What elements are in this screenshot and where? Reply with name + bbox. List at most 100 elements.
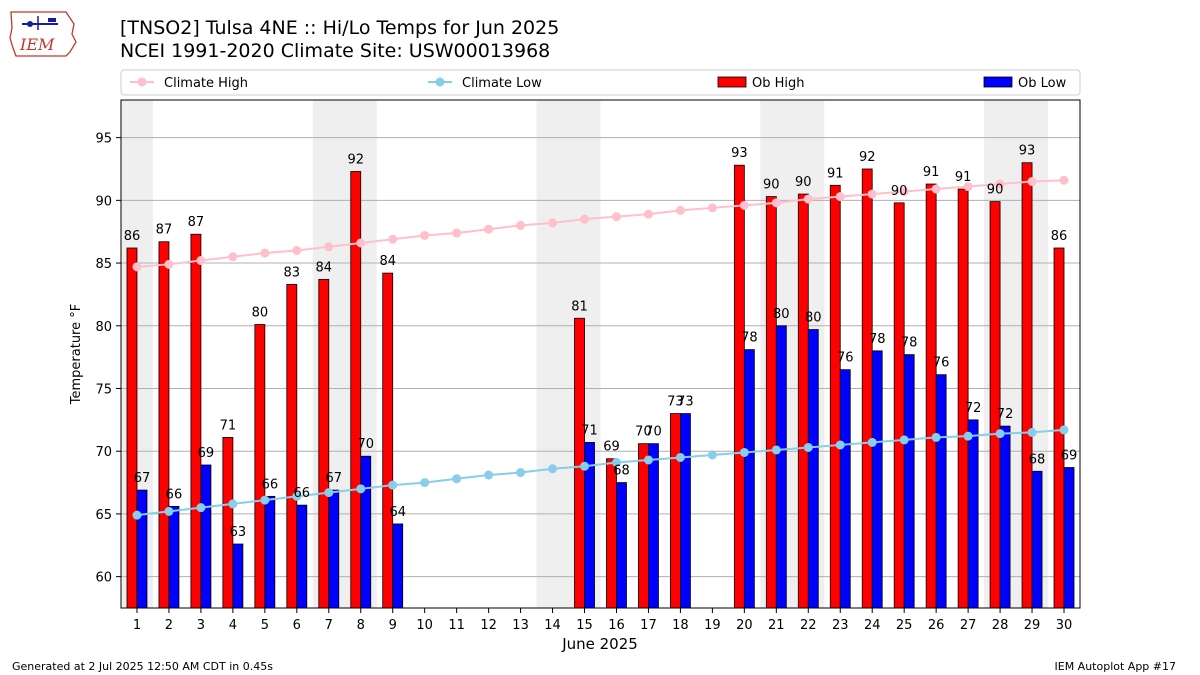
ob-low-label-2: 66 (166, 487, 183, 502)
ob-low-label-25: 78 (901, 336, 918, 351)
climate-low-point-1 (132, 510, 142, 520)
ob-high-label-2: 87 (156, 223, 173, 238)
ob-low-bar-18 (680, 413, 691, 609)
climate-low-point-13 (516, 468, 526, 478)
climate-high-point-21 (771, 198, 781, 208)
x-axis-title: June 2025 (561, 635, 638, 653)
chart-subtitle: NCEI 1991-2020 Climate Site: USW00013968 (120, 40, 551, 62)
climate-high-point-27 (963, 182, 973, 192)
climate-high-point-12 (484, 224, 494, 234)
climate-low-point-5 (260, 495, 270, 505)
legend-marker-climate-high (137, 77, 147, 87)
ob-low-label-7: 67 (326, 471, 343, 486)
legend-label-climate-high: Climate High (164, 76, 248, 91)
climate-high-point-22 (803, 194, 813, 204)
climate-low-point-4 (228, 499, 238, 509)
y-tick-label-60: 60 (95, 571, 112, 586)
climate-low-point-12 (484, 470, 494, 480)
climate-high-point-25 (899, 187, 909, 197)
ob-low-label-20: 78 (741, 331, 758, 346)
ob-high-label-20: 93 (731, 146, 748, 161)
bars (126, 162, 1075, 609)
climate-high-point-17 (643, 209, 653, 219)
legend: Climate High Climate Low Ob High Ob Low (120, 69, 1081, 96)
climate-high-point-7 (324, 242, 334, 252)
climate-low-point-3 (196, 503, 206, 513)
climate-low-point-22 (803, 442, 813, 452)
x-tick-label-22: 22 (800, 618, 817, 633)
climate-lines (132, 175, 1069, 520)
climate-high-point-29 (1027, 177, 1037, 187)
x-tick-label-26: 26 (928, 618, 945, 633)
y-tick-label-90: 90 (95, 194, 112, 209)
ob-high-label-7: 84 (316, 260, 333, 275)
x-tick-label-29: 29 (1024, 618, 1041, 633)
ob-low-label-28: 72 (997, 407, 1014, 422)
x-tick-label-23: 23 (832, 618, 849, 633)
ob-high-label-5: 80 (252, 306, 269, 321)
ob-high-label-16: 69 (603, 440, 620, 455)
x-tick-label-9: 9 (389, 618, 397, 633)
x-tick-label-1: 1 (133, 618, 141, 633)
climate-high-point-3 (196, 256, 206, 266)
legend-label-ob-high: Ob High (752, 76, 805, 91)
climate-high-point-14 (548, 218, 558, 228)
climate-high-point-1 (132, 262, 142, 272)
climate-low-point-25 (899, 435, 909, 445)
ob-high-bar-17 (638, 443, 649, 609)
ob-low-bar-3 (200, 464, 212, 609)
y-axis-title: Temperature °F (69, 304, 84, 405)
x-tick-label-14: 14 (544, 618, 561, 633)
climate-high-point-13 (516, 220, 526, 230)
climate-low-point-20 (739, 447, 749, 457)
climate-low-point-2 (164, 506, 174, 516)
y-tick-label-80: 80 (95, 320, 112, 335)
chart-title: [TNSO2] Tulsa 4NE :: Hi/Lo Temps for Jun… (120, 17, 560, 39)
ob-high-label-8: 92 (347, 152, 364, 167)
climate-low-point-8 (356, 484, 366, 494)
legend-label-ob-low: Ob Low (1018, 76, 1067, 91)
ob-low-label-23: 76 (837, 351, 854, 366)
climate-low-point-19 (707, 450, 717, 460)
x-tick-label-28: 28 (992, 618, 1009, 633)
y-tick-label-70: 70 (95, 445, 112, 460)
ob-low-bar-30 (1063, 467, 1075, 609)
climate-high-point-28 (995, 179, 1005, 189)
ob-low-label-16: 68 (613, 464, 630, 479)
ob-low-bar-9 (392, 523, 404, 609)
climate-high-point-10 (420, 230, 430, 240)
x-tick-label-25: 25 (896, 618, 913, 633)
iem-logo: IEM (9, 11, 77, 57)
ob-high-label-21: 90 (763, 178, 780, 193)
x-tick-label-24: 24 (864, 618, 881, 633)
x-tick-label-18: 18 (672, 618, 689, 633)
ob-low-bar-5 (264, 495, 276, 609)
x-tick-label-5: 5 (261, 618, 269, 633)
ob-high-bar-4 (222, 437, 234, 609)
climate-low-point-10 (420, 478, 430, 488)
ob-high-bar-26 (925, 183, 937, 609)
climate-low-point-6 (292, 491, 302, 501)
climate-low-point-15 (580, 461, 590, 471)
ob-high-label-6: 83 (284, 265, 301, 280)
ob-low-label-9: 64 (389, 505, 406, 520)
ob-low-label-3: 69 (198, 446, 215, 461)
ob-low-label-1: 67 (134, 471, 151, 486)
ob-low-label-15: 71 (581, 423, 598, 438)
legend-swatch-ob-low (983, 76, 1013, 88)
ob-high-bar-22 (797, 193, 809, 609)
ob-high-label-24: 92 (859, 150, 876, 165)
climate-low-point-14 (548, 464, 558, 474)
value-labels: 86 87 87 71 80 83 84 92 84 81 69 70 73 93 90 90 91 92 90 91… (124, 144, 1078, 540)
ob-high-bar-1 (126, 247, 138, 609)
ob-high-label-27: 91 (955, 170, 972, 185)
climate-high-point-19 (707, 203, 717, 213)
ob-high-bar-9 (382, 272, 394, 609)
climate-high-point-18 (675, 205, 685, 215)
climate-low-point-27 (963, 431, 973, 441)
ob-high-bar-29 (1021, 162, 1033, 609)
ob-low-label-8: 70 (357, 437, 374, 452)
climate-high-point-6 (292, 246, 302, 256)
ob-low-bar-6 (296, 504, 308, 609)
